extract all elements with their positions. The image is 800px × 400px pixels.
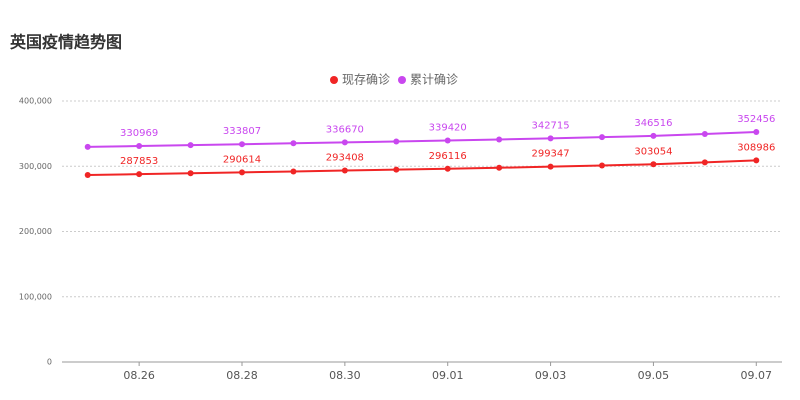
legend-marker xyxy=(330,76,338,84)
data-point xyxy=(599,134,605,141)
data-point xyxy=(701,130,708,137)
data-point xyxy=(341,167,348,174)
x-tick-label: 09.07 xyxy=(741,369,773,382)
series-line xyxy=(87,159,757,177)
data-point xyxy=(136,143,143,150)
series-line xyxy=(87,131,757,148)
legend-label: 累计确诊 xyxy=(410,73,458,87)
data-label: 352456 xyxy=(737,114,775,125)
chart-title: 英国疫情趋势图 xyxy=(9,33,122,52)
data-label: 287853 xyxy=(120,156,158,167)
data-point xyxy=(701,159,708,166)
data-label: 346516 xyxy=(634,118,672,129)
data-point xyxy=(496,164,503,171)
data-point xyxy=(239,141,245,148)
data-label: 333807 xyxy=(223,126,261,137)
data-point xyxy=(753,129,760,136)
data-point xyxy=(290,168,297,175)
y-tick-label: 0 xyxy=(47,358,52,367)
data-label: 336670 xyxy=(326,124,364,135)
data-point xyxy=(393,138,400,145)
data-point xyxy=(547,135,554,142)
y-tick-label: 200,000 xyxy=(19,227,52,236)
data-point xyxy=(650,161,657,168)
data-point xyxy=(599,162,605,169)
data-label: 303054 xyxy=(634,146,672,157)
data-point xyxy=(187,170,194,177)
data-label: 293408 xyxy=(326,153,364,164)
data-label: 290614 xyxy=(223,154,261,165)
data-point xyxy=(84,143,91,150)
data-point xyxy=(444,137,451,144)
x-tick-label: 09.03 xyxy=(535,369,567,382)
y-tick-label: 300,000 xyxy=(19,162,52,171)
y-tick-label: 400,000 xyxy=(19,97,52,106)
data-label: 339420 xyxy=(429,123,467,134)
data-point xyxy=(547,163,554,170)
data-point xyxy=(753,157,760,164)
x-tick-label: 08.28 xyxy=(226,369,258,382)
legend-marker xyxy=(398,76,406,84)
data-point xyxy=(136,171,143,178)
x-tick-label: 08.26 xyxy=(123,369,155,382)
data-point xyxy=(84,172,91,179)
x-tick-label: 09.05 xyxy=(638,369,670,382)
x-tick-label: 09.01 xyxy=(432,369,464,382)
data-point xyxy=(290,140,297,147)
data-point xyxy=(650,132,657,139)
data-label: 342715 xyxy=(531,120,569,131)
x-tick-label: 08.30 xyxy=(329,369,361,382)
legend-label: 现存确诊 xyxy=(342,73,390,87)
data-label: 296116 xyxy=(429,151,467,162)
data-label: 330969 xyxy=(120,128,158,139)
data-label: 299347 xyxy=(531,149,569,160)
data-point xyxy=(393,166,400,173)
data-point xyxy=(239,169,245,176)
data-point xyxy=(444,165,451,172)
data-point xyxy=(187,142,194,149)
data-point xyxy=(496,136,503,143)
data-point xyxy=(341,139,348,146)
y-tick-label: 100,000 xyxy=(19,292,52,301)
data-label: 308986 xyxy=(737,142,775,153)
